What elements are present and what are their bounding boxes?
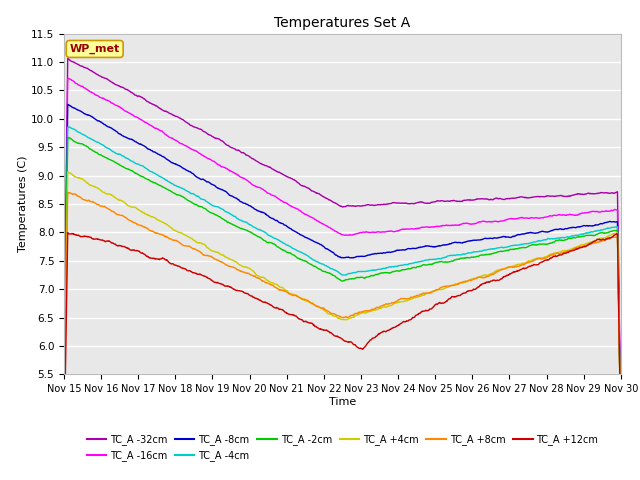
- TC_A -4cm: [297, 249, 305, 255]
- TC_A -8cm: [318, 243, 326, 249]
- Line: TC_A -2cm: TC_A -2cm: [64, 138, 621, 436]
- Line: TC_A -32cm: TC_A -32cm: [64, 59, 621, 414]
- TC_A -8cm: [60, 392, 68, 398]
- TC_A +4cm: [308, 300, 316, 306]
- TC_A -32cm: [318, 193, 326, 199]
- TC_A -4cm: [126, 157, 134, 163]
- TC_A +12cm: [64, 230, 72, 236]
- TC_A +4cm: [64, 169, 72, 175]
- TC_A -4cm: [308, 256, 316, 262]
- TC_A +12cm: [60, 456, 68, 462]
- TC_A -2cm: [308, 262, 316, 268]
- X-axis label: Time: Time: [329, 397, 356, 407]
- TC_A -2cm: [318, 268, 326, 274]
- TC_A -4cm: [617, 431, 625, 437]
- TC_A +4cm: [297, 295, 305, 301]
- TC_A -2cm: [65, 135, 73, 141]
- TC_A +8cm: [617, 437, 625, 443]
- TC_A +4cm: [104, 191, 111, 197]
- TC_A -16cm: [297, 208, 305, 214]
- TC_A +12cm: [318, 327, 326, 333]
- TC_A -8cm: [104, 123, 111, 129]
- TC_A -16cm: [104, 97, 111, 103]
- TC_A -4cm: [318, 261, 326, 267]
- TC_A -8cm: [297, 232, 305, 238]
- TC_A -2cm: [104, 156, 111, 161]
- TC_A -16cm: [64, 75, 72, 81]
- Line: TC_A -8cm: TC_A -8cm: [64, 105, 621, 431]
- Legend: TC_A -32cm, TC_A -16cm, TC_A -8cm, TC_A -4cm, TC_A -2cm, TC_A +4cm, TC_A +8cm, T: TC_A -32cm, TC_A -16cm, TC_A -8cm, TC_A …: [83, 431, 602, 465]
- TC_A -32cm: [126, 89, 134, 95]
- TC_A +4cm: [617, 434, 625, 440]
- TC_A -32cm: [60, 369, 68, 374]
- TC_A +8cm: [126, 218, 134, 224]
- TC_A -8cm: [378, 250, 385, 256]
- TC_A -8cm: [126, 136, 134, 142]
- TC_A -16cm: [308, 215, 316, 220]
- TC_A +12cm: [297, 317, 305, 323]
- TC_A -16cm: [318, 221, 326, 227]
- TC_A -32cm: [297, 182, 305, 188]
- TC_A +4cm: [126, 204, 134, 209]
- TC_A -4cm: [64, 124, 72, 130]
- TC_A +4cm: [378, 305, 385, 311]
- TC_A -32cm: [378, 202, 385, 207]
- TC_A -32cm: [104, 76, 111, 82]
- Line: TC_A +4cm: TC_A +4cm: [64, 172, 621, 437]
- TC_A +8cm: [60, 435, 68, 441]
- TC_A +8cm: [318, 305, 326, 311]
- Title: Temperatures Set A: Temperatures Set A: [275, 16, 410, 30]
- TC_A -8cm: [64, 102, 72, 108]
- TC_A +8cm: [378, 303, 385, 309]
- TC_A -32cm: [308, 188, 316, 194]
- Y-axis label: Temperatures (C): Temperatures (C): [19, 156, 28, 252]
- TC_A -32cm: [617, 411, 625, 417]
- TC_A -8cm: [617, 428, 625, 434]
- TC_A -32cm: [64, 56, 72, 61]
- TC_A +12cm: [617, 435, 625, 441]
- Line: TC_A +8cm: TC_A +8cm: [64, 192, 621, 440]
- TC_A +4cm: [60, 426, 68, 432]
- TC_A -2cm: [126, 167, 134, 173]
- TC_A -2cm: [378, 270, 385, 276]
- TC_A -16cm: [126, 110, 134, 116]
- TC_A +12cm: [378, 330, 385, 336]
- TC_A +12cm: [308, 320, 316, 326]
- TC_A +12cm: [104, 238, 111, 244]
- Line: TC_A +12cm: TC_A +12cm: [64, 233, 621, 459]
- TC_A +12cm: [126, 247, 134, 253]
- TC_A -16cm: [378, 229, 385, 235]
- TC_A -4cm: [60, 403, 68, 409]
- TC_A -8cm: [308, 238, 316, 243]
- TC_A -4cm: [378, 266, 385, 272]
- TC_A -2cm: [60, 409, 68, 415]
- TC_A -2cm: [297, 256, 305, 262]
- Line: TC_A -16cm: TC_A -16cm: [64, 78, 621, 424]
- TC_A -16cm: [60, 379, 68, 384]
- Text: WP_met: WP_met: [70, 44, 120, 54]
- TC_A -2cm: [617, 433, 625, 439]
- TC_A +8cm: [297, 295, 305, 301]
- TC_A -4cm: [104, 145, 111, 151]
- TC_A +8cm: [64, 190, 72, 195]
- TC_A -16cm: [617, 421, 625, 427]
- TC_A +8cm: [104, 205, 111, 211]
- TC_A +8cm: [308, 300, 316, 306]
- Line: TC_A -4cm: TC_A -4cm: [64, 127, 621, 434]
- TC_A +4cm: [318, 306, 326, 312]
